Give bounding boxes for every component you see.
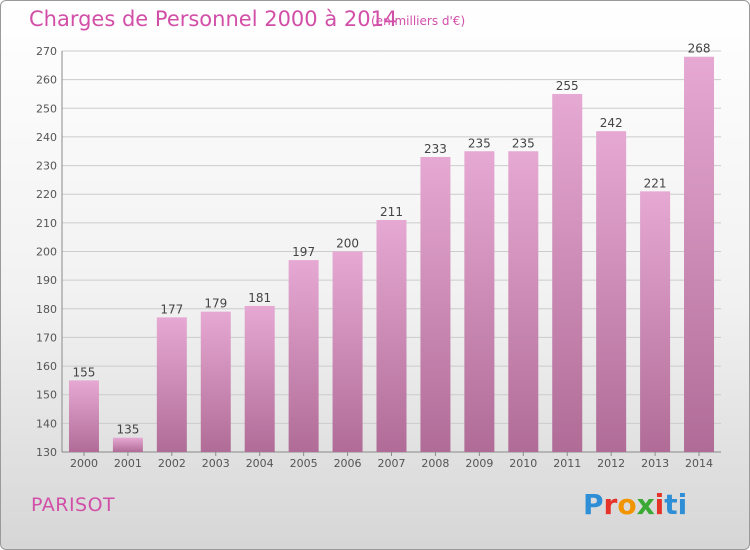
data-label: 135 <box>116 423 139 437</box>
bar <box>68 380 99 452</box>
data-label: 242 <box>600 116 623 130</box>
bars <box>68 56 715 452</box>
data-label: 255 <box>556 79 579 93</box>
y-tick-labels: 130 140 150 160 170 180 190 200 210 220 230 240 250 2… <box>36 45 57 459</box>
y-tick-label: 210 <box>36 217 57 230</box>
x-tick-label: 2003 <box>202 457 230 470</box>
x-tick-label: 2013 <box>641 457 669 470</box>
y-tick-label: 260 <box>36 74 57 87</box>
data-label: 221 <box>644 176 667 190</box>
data-label: 235 <box>468 136 491 150</box>
x-tick-label: 2007 <box>378 457 406 470</box>
y-tick-label: 160 <box>36 360 57 373</box>
bar <box>508 151 539 452</box>
bar <box>420 156 451 452</box>
x-tick-label: 2002 <box>158 457 186 470</box>
x-tick-label: 2006 <box>334 457 362 470</box>
y-tick-label: 240 <box>36 131 57 144</box>
y-tick-label: 220 <box>36 188 57 201</box>
x-tick-label: 2012 <box>597 457 625 470</box>
data-label: 235 <box>512 136 535 150</box>
y-tick-label: 150 <box>36 389 57 402</box>
data-label: 200 <box>336 237 359 251</box>
bar <box>376 219 407 452</box>
y-tick-label: 180 <box>36 303 57 316</box>
data-label: 179 <box>204 297 227 311</box>
bar <box>200 311 231 452</box>
x-tick-label: 2010 <box>509 457 537 470</box>
y-tick-label: 200 <box>36 246 57 259</box>
data-label: 197 <box>292 245 315 259</box>
chart-title: Charges de Personnel 2000 à 2014 <box>29 7 398 31</box>
y-tick-label: 170 <box>36 331 57 344</box>
bar <box>244 305 275 452</box>
y-tick-label: 250 <box>36 102 57 115</box>
x-tick-label: 2008 <box>421 457 449 470</box>
y-tick-label: 270 <box>36 45 57 58</box>
x-tick-label: 2001 <box>114 457 142 470</box>
x-tick-label: 2000 <box>70 457 98 470</box>
x-tick-labels: 2000 2001 2002 2003 2004 2005 2006 2007 2008 2009… <box>70 452 713 470</box>
proxiti-logo: Proxiti <box>583 488 688 521</box>
bar <box>332 251 363 452</box>
data-label: 268 <box>688 42 711 56</box>
x-tick-label: 2011 <box>553 457 581 470</box>
data-label: 233 <box>424 142 447 156</box>
chart-subtitle: (en milliers d'€) <box>371 14 466 28</box>
data-labels: 155 135 177 179 181 197 200 211 233 235 235 255 242 2… <box>73 42 711 437</box>
y-tick-label: 140 <box>36 417 57 430</box>
bar <box>156 317 187 452</box>
x-tick-label: 2009 <box>465 457 493 470</box>
x-tick-label: 2004 <box>246 457 274 470</box>
data-label: 177 <box>160 302 183 316</box>
bar <box>640 191 671 452</box>
bar <box>288 260 319 452</box>
place-name: PARISOT <box>31 494 116 516</box>
bar <box>552 93 583 452</box>
data-label: 211 <box>380 205 403 219</box>
y-tick-label: 230 <box>36 160 57 173</box>
y-tick-label: 130 <box>36 446 57 459</box>
x-tick-label: 2014 <box>685 457 713 470</box>
y-tick-label: 190 <box>36 274 57 287</box>
bar <box>684 56 715 452</box>
x-tick-label: 2005 <box>290 457 318 470</box>
data-label: 181 <box>248 291 271 305</box>
bar <box>596 131 627 452</box>
bar <box>464 151 495 452</box>
data-label: 155 <box>73 365 96 379</box>
bar <box>112 437 143 452</box>
